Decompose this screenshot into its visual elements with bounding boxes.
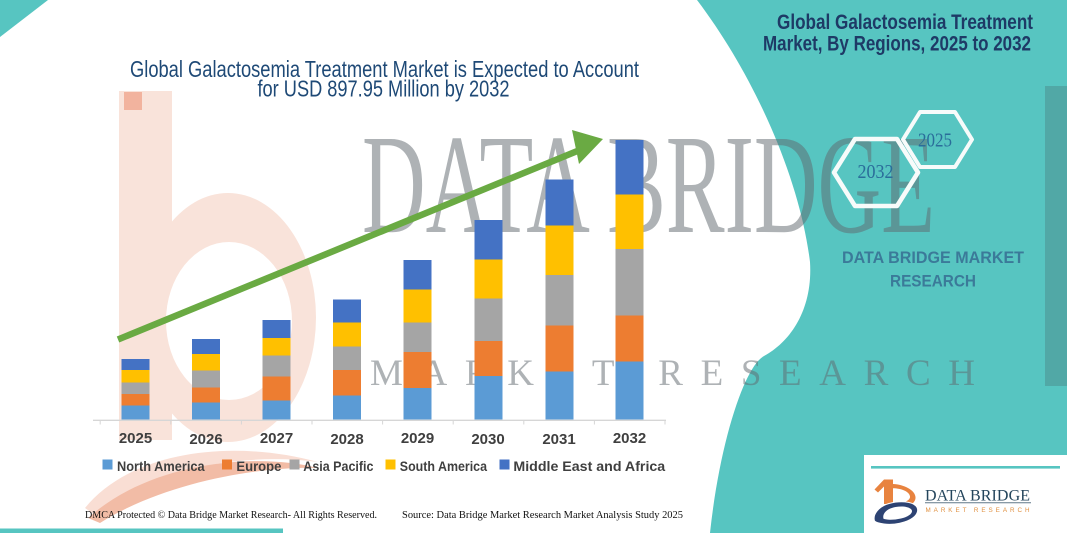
- svg-text:2027: 2027: [260, 430, 293, 447]
- svg-text:Source: Data Bridge Market Res: Source: Data Bridge Market Research Mark…: [402, 510, 683, 521]
- svg-text:Europe: Europe: [236, 458, 281, 474]
- svg-text:2032: 2032: [613, 430, 646, 447]
- svg-text:DATA BRIDGE: DATA BRIDGE: [362, 105, 935, 263]
- svg-text:2029: 2029: [401, 430, 434, 447]
- svg-text:2025: 2025: [918, 131, 952, 152]
- svg-text:Global Galactosemia Treatment: Global Galactosemia Treatment: [777, 11, 1033, 34]
- svg-text:2025: 2025: [119, 430, 152, 447]
- svg-text:DATA BRIDGE MARKET: DATA BRIDGE MARKET: [842, 248, 1025, 267]
- svg-text:RESEARCH: RESEARCH: [890, 272, 976, 291]
- svg-text:DMCA Protected © Data Bridge M: DMCA Protected © Data Bridge Market Rese…: [85, 510, 377, 521]
- svg-text:MARKET RESEARCH: MARKET RESEARCH: [370, 353, 975, 394]
- svg-text:2030: 2030: [471, 431, 504, 448]
- svg-text:for USD 897.95 Million by 2032: for USD 897.95 Million by 2032: [258, 76, 510, 102]
- svg-text:Middle East and Africa: Middle East and Africa: [513, 458, 665, 474]
- svg-text:MARKET RESEARCH: MARKET RESEARCH: [926, 507, 1030, 514]
- svg-text:DATA BRIDGE: DATA BRIDGE: [925, 488, 1030, 505]
- svg-text:North America: North America: [117, 458, 205, 474]
- svg-text:2028: 2028: [330, 431, 363, 448]
- svg-text:Asia Pacific: Asia Pacific: [303, 458, 373, 474]
- svg-text:South America: South America: [400, 458, 487, 474]
- svg-text:2026: 2026: [189, 431, 222, 448]
- svg-text:2032: 2032: [858, 162, 894, 183]
- svg-text:Global Galactosemia Treatment: Global Galactosemia Treatment Market is …: [130, 56, 639, 82]
- svg-text:2031: 2031: [542, 431, 575, 448]
- svg-text:Market, By Regions, 2025 to 20: Market, By Regions, 2025 to 2032: [763, 33, 1031, 56]
